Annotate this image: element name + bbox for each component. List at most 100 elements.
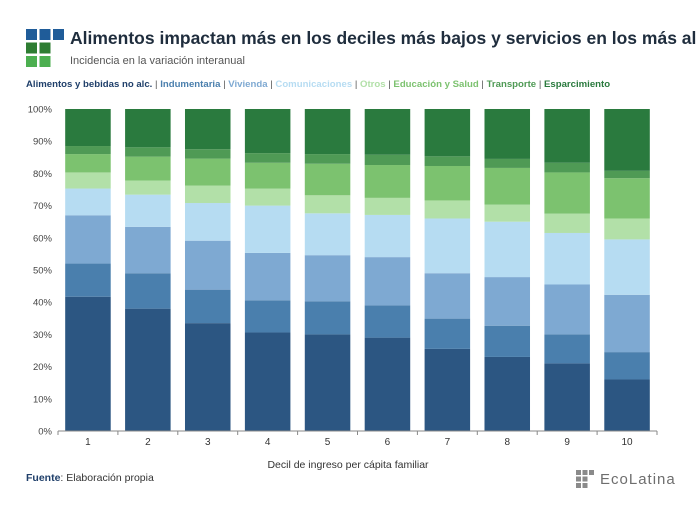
legend-separator: | bbox=[352, 79, 360, 90]
bar-segment bbox=[364, 165, 411, 198]
bar-segment bbox=[604, 109, 650, 171]
bar-segment bbox=[604, 294, 650, 353]
bar-segment bbox=[424, 200, 471, 219]
bar-segment bbox=[184, 323, 231, 431]
legend-separator: | bbox=[220, 79, 229, 90]
chart-title: Alimentos impactan más en los deciles má… bbox=[70, 28, 696, 48]
bar-segment bbox=[604, 352, 650, 380]
bar-segment bbox=[544, 213, 590, 233]
x-tick-label: 6 bbox=[385, 437, 391, 448]
bar-segment bbox=[184, 203, 231, 241]
bar-segment bbox=[184, 289, 231, 324]
bar-segment bbox=[364, 197, 411, 215]
y-tick-label: 50% bbox=[33, 266, 53, 277]
bar-segment bbox=[604, 170, 650, 179]
legend-item: Alimentos y bebidas no alc. bbox=[26, 79, 153, 90]
y-tick-label: 30% bbox=[33, 330, 53, 341]
bar-segment bbox=[364, 337, 411, 431]
stacked-bar-chart: 1 2 3 4 5 6 7 8 9 100%10%20%30%40%50%60%70%80%90%… bbox=[28, 105, 658, 448]
bar-segment bbox=[244, 300, 291, 333]
bar-segment bbox=[65, 172, 111, 189]
y-tick-label: 70% bbox=[33, 201, 53, 212]
bar-segment bbox=[244, 332, 291, 431]
bar-segment bbox=[364, 257, 411, 306]
bar-segment bbox=[304, 334, 351, 431]
bar-segment bbox=[364, 214, 411, 258]
bar-segment bbox=[604, 178, 650, 219]
bar-segment bbox=[244, 205, 291, 253]
bar-segment bbox=[484, 158, 531, 168]
bar-segment bbox=[184, 109, 231, 150]
legend-separator: | bbox=[536, 79, 544, 90]
bar-segment bbox=[364, 109, 411, 155]
bar-segment bbox=[65, 154, 111, 173]
chart-subtitle: Incidencia en la variación interanual bbox=[70, 55, 245, 67]
x-tick-label: 5 bbox=[325, 437, 331, 448]
bar-segment bbox=[304, 154, 351, 164]
bar-segment bbox=[244, 153, 291, 163]
bar-segment bbox=[544, 284, 590, 335]
bar-segment bbox=[424, 318, 471, 349]
bar-segment bbox=[424, 165, 471, 201]
legend-separator: | bbox=[385, 79, 394, 90]
y-tick-label: 100% bbox=[28, 105, 53, 116]
y-tick-label: 10% bbox=[33, 394, 53, 405]
x-tick-label: 1 bbox=[85, 437, 91, 448]
bar-segment bbox=[244, 162, 291, 189]
bar-segment bbox=[65, 188, 111, 216]
brand: EcoLatina bbox=[576, 470, 676, 488]
source-label: Fuente bbox=[26, 472, 61, 484]
bar-segment bbox=[304, 163, 351, 196]
bar-segment bbox=[484, 221, 531, 278]
bar-segment bbox=[125, 156, 171, 181]
bar-segment bbox=[544, 109, 590, 163]
bar-segment bbox=[125, 180, 171, 195]
bar-segment bbox=[304, 255, 351, 302]
legend-item: Esparcimiento bbox=[543, 79, 611, 90]
brand-name: EcoLatina bbox=[600, 470, 676, 488]
bar-segment bbox=[244, 188, 291, 206]
bar-segment bbox=[65, 263, 111, 297]
bar-segment bbox=[125, 194, 171, 227]
bar-segment bbox=[484, 109, 531, 159]
y-tick-label: 20% bbox=[33, 362, 53, 373]
bar-segment bbox=[65, 296, 111, 431]
brand-mark-icon bbox=[576, 470, 594, 488]
bar-segment bbox=[304, 195, 351, 214]
bar-segment bbox=[65, 109, 111, 147]
x-tick-label: 2 bbox=[145, 437, 151, 448]
x-tick-label: 8 bbox=[504, 437, 510, 448]
y-tick-label: 0% bbox=[38, 427, 52, 438]
bar-segment bbox=[544, 172, 590, 214]
x-tick-label: 4 bbox=[265, 437, 271, 448]
bar-segment bbox=[484, 277, 531, 326]
bar-segment bbox=[304, 213, 351, 256]
bar-segment bbox=[484, 167, 531, 205]
x-tick-label: 10 bbox=[621, 437, 633, 448]
bar-segment bbox=[544, 334, 590, 364]
y-tick-label: 60% bbox=[33, 233, 53, 244]
chart-legend: Alimentos y bebidas no alc. | Indumentar… bbox=[26, 79, 610, 90]
bar-segment bbox=[424, 348, 471, 431]
bar-segment bbox=[484, 204, 531, 222]
bar-segment bbox=[604, 239, 650, 295]
bar-segment bbox=[604, 218, 650, 240]
bar-segment bbox=[484, 325, 531, 357]
legend-separator: | bbox=[267, 79, 276, 90]
legend-item: Indumentaria bbox=[160, 79, 221, 90]
x-axis-label: Decil de ingreso per cápita familiar bbox=[267, 459, 429, 471]
bar-segment bbox=[424, 109, 471, 157]
source-text: : Elaboración propia bbox=[60, 472, 154, 484]
legend-item: Otros bbox=[360, 79, 386, 90]
x-tick-label: 3 bbox=[205, 437, 211, 448]
bar-segment bbox=[65, 146, 111, 155]
bar-segment bbox=[604, 379, 650, 431]
bar-segment bbox=[184, 149, 231, 159]
bar-segment bbox=[125, 273, 171, 309]
legend-item: Vivienda bbox=[228, 79, 268, 90]
bar-segment bbox=[424, 273, 471, 319]
x-tick-label: 9 bbox=[564, 437, 570, 448]
bar-segment bbox=[544, 363, 590, 431]
legend-separator: | bbox=[478, 79, 487, 90]
bar-segment bbox=[244, 252, 291, 301]
